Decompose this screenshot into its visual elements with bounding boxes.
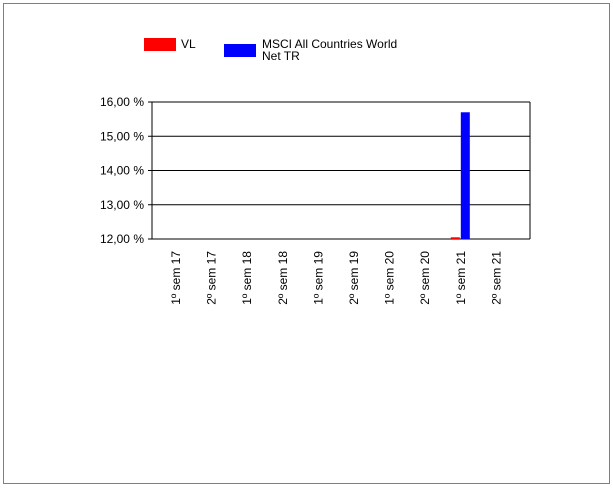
- x-tick-label: 2º sem 21: [489, 251, 503, 305]
- gridlines: [152, 101, 530, 240]
- chart-frame: VL MSCI All Countries World Net TR 16,00 %…: [3, 3, 610, 484]
- bar-msci-9: [460, 112, 470, 239]
- legend-label-line: VL: [181, 37, 196, 51]
- x-tick-label: 1º sem 18: [240, 251, 254, 305]
- chart-svg: VL MSCI All Countries World Net TR 16,00 %…: [100, 37, 531, 305]
- legend-swatch-msci: [224, 44, 256, 57]
- legend-label-msci: MSCI All Countries World Net TR: [262, 37, 397, 63]
- legend-label-line: MSCI All Countries World: [262, 37, 397, 51]
- x-tick-label: 2º sem 19: [347, 251, 361, 305]
- legend: VL MSCI All Countries World Net TR: [144, 37, 397, 63]
- bar-vl-9: [450, 237, 460, 239]
- x-tick-label: 1º sem 20: [383, 251, 397, 305]
- y-tick-label: 14,00 %: [100, 164, 144, 178]
- bars: [450, 112, 470, 239]
- x-tick-label: 1º sem 21: [454, 251, 468, 305]
- axes: [148, 101, 531, 240]
- legend-label-vl: VL: [181, 37, 196, 51]
- legend-label-line: Net TR: [262, 49, 300, 63]
- y-tick-label: 12,00 %: [100, 232, 144, 246]
- x-tick-label: 1º sem 17: [169, 251, 183, 305]
- x-tick-label: 2º sem 17: [205, 251, 219, 305]
- legend-swatch-vl: [144, 38, 176, 51]
- x-tick-label: 2º sem 20: [418, 251, 432, 305]
- x-tick-label: 2º sem 18: [276, 251, 290, 305]
- y-tick-label: 15,00 %: [100, 129, 144, 143]
- y-tick-label: 16,00 %: [100, 95, 144, 109]
- x-tick-labels: 1º sem 17 2º sem 17 1º sem 18 2º sem 18 1º s…: [169, 251, 503, 305]
- x-tick-label: 1º sem 19: [311, 251, 325, 305]
- y-tick-labels: 16,00 % 15,00 % 14,00 % 13,00 % 12,00 %: [100, 95, 144, 246]
- y-tick-label: 13,00 %: [100, 198, 144, 212]
